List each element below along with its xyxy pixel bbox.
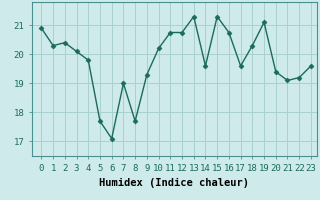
X-axis label: Humidex (Indice chaleur): Humidex (Indice chaleur)	[100, 178, 249, 188]
